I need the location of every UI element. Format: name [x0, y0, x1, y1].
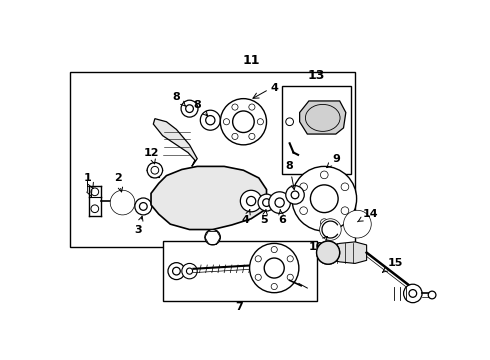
Circle shape	[343, 210, 371, 238]
Circle shape	[181, 100, 198, 117]
Circle shape	[257, 119, 264, 125]
Circle shape	[409, 289, 416, 297]
Circle shape	[346, 213, 368, 235]
Circle shape	[428, 291, 436, 299]
Circle shape	[249, 243, 299, 293]
Circle shape	[353, 220, 362, 229]
Circle shape	[147, 163, 163, 178]
Polygon shape	[328, 242, 367, 264]
Circle shape	[264, 258, 284, 278]
Circle shape	[240, 190, 262, 212]
Text: 14: 14	[358, 209, 378, 222]
Circle shape	[249, 133, 255, 139]
Circle shape	[271, 247, 277, 253]
Circle shape	[186, 105, 194, 112]
Text: 1: 1	[83, 173, 91, 183]
Circle shape	[118, 198, 127, 207]
Circle shape	[263, 199, 270, 206]
Circle shape	[269, 192, 291, 213]
Circle shape	[317, 241, 340, 264]
Circle shape	[233, 111, 254, 132]
Bar	[282, 86, 351, 174]
Circle shape	[91, 188, 98, 195]
Text: 4: 4	[270, 83, 278, 93]
Circle shape	[300, 207, 307, 215]
Circle shape	[206, 116, 215, 125]
Text: 8: 8	[286, 161, 295, 190]
Circle shape	[168, 263, 185, 280]
Circle shape	[255, 274, 261, 280]
Polygon shape	[300, 101, 346, 134]
Circle shape	[317, 241, 340, 264]
Circle shape	[287, 256, 294, 262]
Text: 13: 13	[308, 69, 325, 82]
Text: 3: 3	[134, 216, 143, 235]
Circle shape	[223, 119, 230, 125]
Text: 8: 8	[194, 100, 208, 116]
Circle shape	[258, 194, 275, 211]
Circle shape	[246, 197, 256, 206]
Circle shape	[291, 191, 299, 199]
Circle shape	[110, 190, 135, 215]
Circle shape	[140, 203, 147, 210]
Circle shape	[341, 183, 349, 191]
Text: 12: 12	[143, 148, 159, 164]
Text: 6: 6	[278, 210, 286, 225]
Circle shape	[292, 166, 357, 231]
Circle shape	[300, 183, 307, 191]
Text: 8: 8	[172, 92, 185, 106]
Circle shape	[172, 267, 180, 275]
Text: 10: 10	[309, 237, 327, 252]
Circle shape	[182, 264, 197, 279]
Polygon shape	[153, 119, 197, 166]
Text: 11: 11	[243, 54, 260, 67]
Circle shape	[341, 207, 349, 215]
Circle shape	[186, 268, 193, 274]
Bar	[70, 72, 355, 247]
Circle shape	[200, 110, 220, 130]
Circle shape	[249, 104, 255, 110]
Circle shape	[271, 283, 277, 289]
Circle shape	[287, 274, 294, 280]
Circle shape	[151, 166, 159, 174]
Circle shape	[319, 219, 341, 240]
Circle shape	[404, 284, 422, 303]
Circle shape	[135, 198, 152, 215]
Bar	[163, 241, 317, 301]
Circle shape	[286, 186, 304, 204]
Circle shape	[320, 219, 328, 226]
Circle shape	[232, 104, 238, 110]
Polygon shape	[151, 166, 267, 230]
Text: 5: 5	[260, 210, 268, 225]
Circle shape	[320, 171, 328, 179]
Text: 9: 9	[327, 154, 340, 168]
Text: 15: 15	[383, 258, 403, 272]
Text: 4: 4	[242, 210, 250, 225]
Text: 2: 2	[114, 173, 122, 192]
Circle shape	[275, 198, 284, 207]
Circle shape	[113, 193, 132, 213]
Circle shape	[205, 230, 220, 245]
Text: 7: 7	[236, 302, 244, 311]
Circle shape	[311, 185, 338, 213]
Circle shape	[232, 133, 238, 139]
Circle shape	[255, 256, 261, 262]
Circle shape	[286, 118, 294, 126]
Circle shape	[91, 205, 98, 213]
Circle shape	[323, 247, 334, 258]
Circle shape	[220, 99, 267, 145]
